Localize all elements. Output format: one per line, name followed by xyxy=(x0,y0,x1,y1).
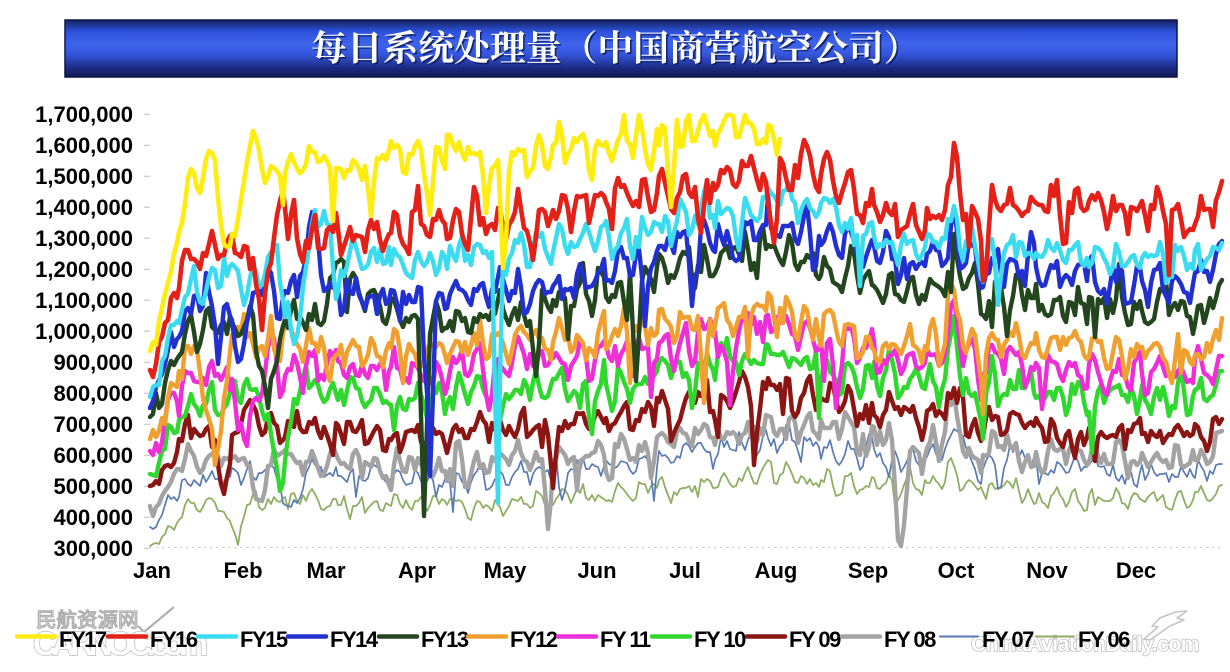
svg-text:FY15: FY15 xyxy=(240,627,288,652)
svg-text:FY14: FY14 xyxy=(330,627,379,652)
svg-text:FY 08: FY 08 xyxy=(884,627,936,652)
svg-text:May: May xyxy=(484,558,528,583)
svg-text:900,000: 900,000 xyxy=(53,350,133,375)
svg-text:FY13: FY13 xyxy=(421,627,469,652)
svg-text:1,400,000: 1,400,000 xyxy=(35,195,133,220)
svg-text:Apr: Apr xyxy=(398,558,436,583)
svg-text:Jan: Jan xyxy=(133,558,171,583)
svg-text:FY 07: FY 07 xyxy=(982,627,1034,652)
svg-text:1,700,000: 1,700,000 xyxy=(35,102,133,127)
svg-text:CARNOC.com: CARNOC.com xyxy=(33,625,207,662)
svg-text:Mar: Mar xyxy=(306,558,346,583)
svg-text:FY 10: FY 10 xyxy=(694,627,746,652)
svg-text:Oct: Oct xyxy=(938,558,975,583)
svg-text:Sep: Sep xyxy=(848,558,888,583)
svg-text:Feb: Feb xyxy=(223,558,262,583)
svg-text:FY 09: FY 09 xyxy=(789,627,841,652)
svg-text:FY17: FY17 xyxy=(59,627,107,652)
svg-text:1,600,000: 1,600,000 xyxy=(35,133,133,158)
svg-text:500,000: 500,000 xyxy=(53,474,133,499)
svg-text:Nov: Nov xyxy=(1026,558,1068,583)
svg-text:1,300,000: 1,300,000 xyxy=(35,226,133,251)
svg-text:400,000: 400,000 xyxy=(53,505,133,530)
svg-text:Dec: Dec xyxy=(1116,558,1156,583)
svg-text:800,000: 800,000 xyxy=(53,381,133,406)
svg-text:1,100,000: 1,100,000 xyxy=(35,288,133,313)
svg-text:ChinaAviationDaily.com: ChinaAviationDaily.com xyxy=(971,633,1199,656)
svg-text:300,000: 300,000 xyxy=(53,536,133,561)
svg-text:Aug: Aug xyxy=(755,558,798,583)
svg-text:1,200,000: 1,200,000 xyxy=(35,257,133,282)
svg-text:FY16: FY16 xyxy=(150,627,198,652)
svg-text:700,000: 700,000 xyxy=(53,412,133,437)
svg-text:600,000: 600,000 xyxy=(53,443,133,468)
svg-text:1,000,000: 1,000,000 xyxy=(35,319,133,344)
svg-text:Jun: Jun xyxy=(577,558,616,583)
svg-text:1,500,000: 1,500,000 xyxy=(35,164,133,189)
svg-text:Jul: Jul xyxy=(669,558,701,583)
svg-text:FY12: FY12 xyxy=(510,627,558,652)
svg-text:FY 06: FY 06 xyxy=(1078,627,1130,652)
svg-text:FY 11: FY 11 xyxy=(600,627,651,652)
